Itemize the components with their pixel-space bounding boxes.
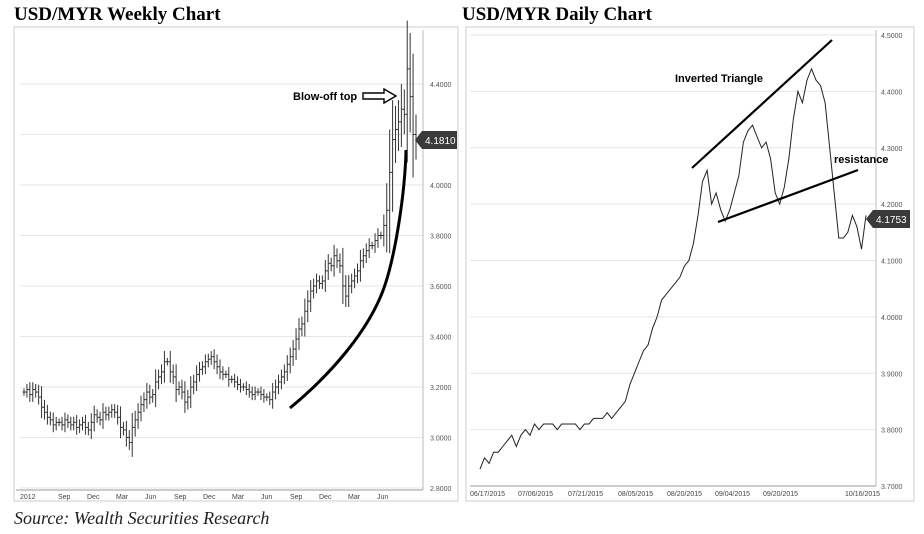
weekly-x-tick-label: Dec — [87, 494, 100, 501]
weekly-last-price: 4.1810 — [425, 136, 456, 147]
daily-x-tick-label: 06/17/2015 — [470, 491, 505, 498]
weekly-y-tick-label: 3.4000 — [430, 335, 452, 342]
daily-x-tick-label: 08/20/2015 — [667, 491, 702, 498]
daily-y-tick-label: 4.5000 — [881, 33, 903, 40]
blowoff-arrow-icon — [362, 87, 398, 105]
weekly-x-tick-label: Sep — [290, 494, 303, 501]
daily-price-line — [479, 67, 867, 470]
daily-last-price: 4.1753 — [876, 215, 907, 226]
daily-x-tick-label: 09/20/2015 — [763, 491, 798, 498]
weekly-chart-title: USD/MYR Weekly Chart — [14, 4, 221, 25]
daily-x-tick-label: 10/16/2015 — [845, 491, 880, 498]
resistance-label: resistance — [834, 154, 888, 166]
daily-x-tick-label: 07/21/2015 — [568, 491, 603, 498]
triangle-lower-line — [717, 168, 859, 224]
weekly-x-tick-label: 2012 — [20, 494, 36, 501]
weekly-x-tick-label: Mar — [348, 494, 361, 501]
weekly-x-tick-label: Sep — [174, 494, 187, 501]
weekly-x-tick-label: Mar — [116, 494, 129, 501]
daily-y-tick-label: 3.9000 — [881, 371, 903, 378]
daily-y-tick-label: 4.1000 — [881, 259, 903, 266]
daily-y-tick-label: 4.2000 — [881, 202, 903, 209]
source-caption: Source: Wealth Securities Research — [14, 508, 270, 528]
weekly-y-tick-label: 3.0000 — [430, 436, 452, 443]
weekly-x-tick-label: Jun — [377, 494, 388, 501]
weekly-panel-border — [13, 26, 459, 502]
weekly-y-tick-label: 3.2000 — [430, 385, 452, 392]
weekly-trend-curve — [289, 149, 408, 410]
daily-grid — [470, 30, 877, 487]
weekly-grid — [16, 30, 424, 491]
triangle-upper-line — [691, 39, 833, 169]
daily-chart-title: USD/MYR Daily Chart — [462, 4, 652, 25]
weekly-x-tick-label: Jun — [261, 494, 272, 501]
daily-x-tick-label: 08/05/2015 — [618, 491, 653, 498]
daily-y-tick-label: 3.7000 — [881, 484, 903, 491]
weekly-price-bars — [22, 20, 418, 457]
weekly-x-tick-label: Dec — [319, 494, 332, 501]
daily-x-axis: 06/17/2015 07/06/2015 07/21/2015 08/05/2015… — [470, 491, 880, 498]
daily-x-tick-label: 09/04/2015 — [715, 491, 750, 498]
daily-last-price-tag: 4.1753 — [866, 210, 910, 228]
weekly-y-tick-label: 4.4000 — [430, 82, 452, 89]
daily-x-tick-label: 07/06/2015 — [518, 491, 553, 498]
daily-y-tick-label: 4.4000 — [881, 89, 903, 96]
triangle-label: Inverted Triangle — [675, 73, 763, 85]
weekly-x-axis: 2012 Sep Dec Mar Jun Sep Dec Mar Jun Sep Dec Mar Jun — [20, 494, 388, 501]
weekly-x-tick-label: Dec — [203, 494, 216, 501]
weekly-y-tick-label: 3.6000 — [430, 284, 452, 291]
daily-y-tick-label: 3.8000 — [881, 428, 903, 435]
weekly-x-tick-label: Jun — [145, 494, 156, 501]
blowoff-label: Blow-off top — [293, 91, 357, 103]
weekly-y-tick-label: 4.0000 — [430, 183, 452, 190]
daily-y-tick-label: 4.0000 — [881, 315, 903, 322]
weekly-x-tick-label: Mar — [232, 494, 245, 501]
weekly-y-tick-label: 3.8000 — [430, 234, 452, 241]
weekly-last-price-tag: 4.1810 — [415, 131, 457, 149]
daily-y-axis: 3.7000 3.8000 3.9000 4.0000 4.1000 4.2000 4.30… — [881, 33, 903, 491]
weekly-y-tick-label: 2.8000 — [430, 486, 452, 493]
weekly-x-tick-label: Sep — [58, 494, 71, 501]
daily-y-tick-label: 4.3000 — [881, 146, 903, 153]
daily-panel-border — [465, 26, 915, 502]
